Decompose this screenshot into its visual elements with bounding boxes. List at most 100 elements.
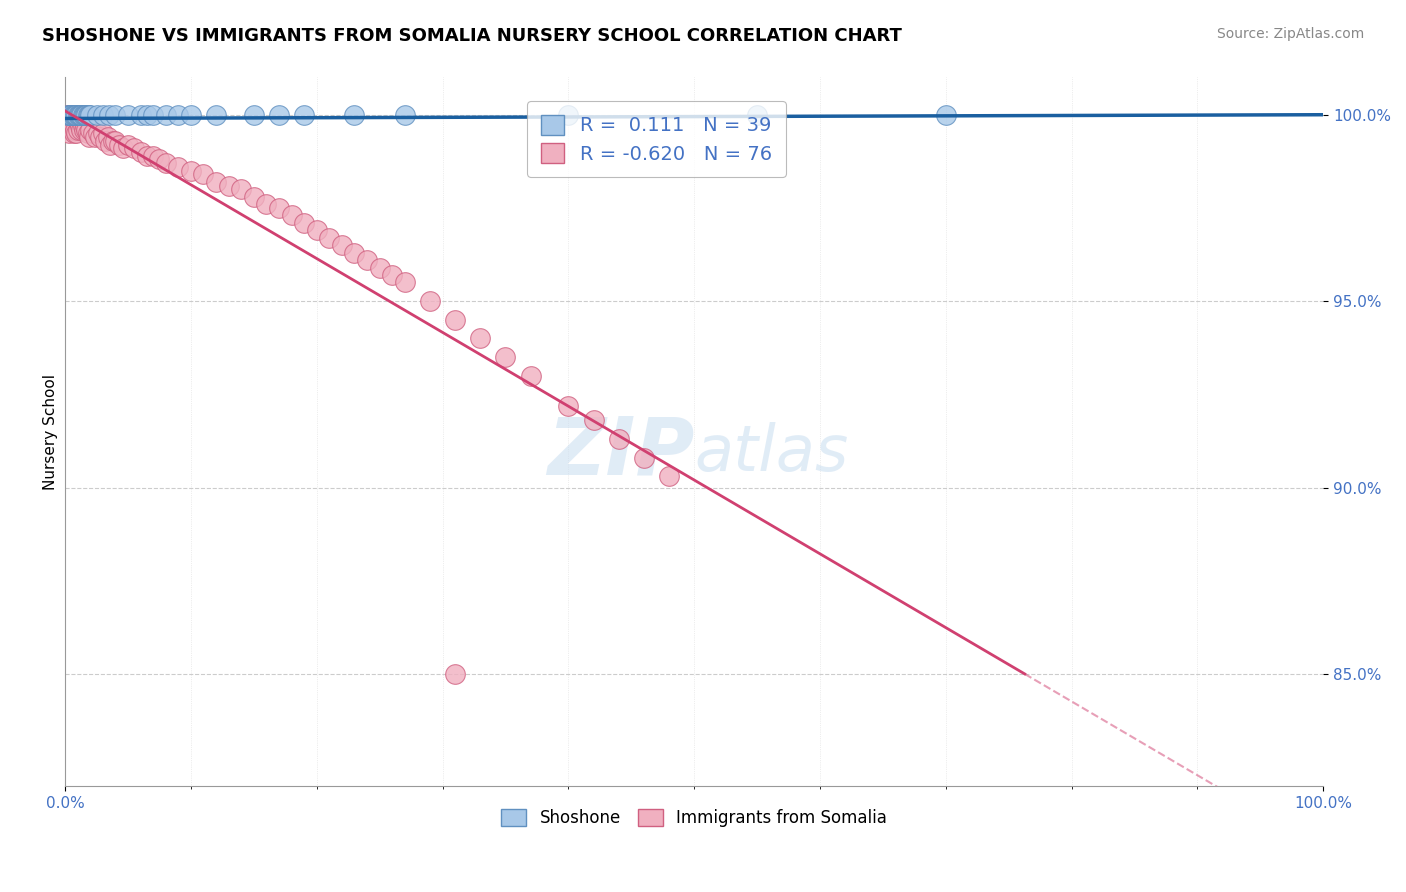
Point — [84, 130, 107, 145]
Point — [69, 108, 91, 122]
Point — [193, 167, 215, 181]
Point — [62, 108, 84, 122]
Point — [66, 108, 89, 122]
Point — [231, 182, 253, 196]
Point — [745, 108, 768, 122]
Point — [330, 238, 353, 252]
Point — [243, 108, 266, 122]
Point — [63, 108, 86, 122]
Point — [111, 141, 134, 155]
Point — [76, 108, 98, 122]
Point — [97, 130, 120, 145]
Point — [79, 122, 101, 136]
Point — [633, 450, 655, 465]
Text: ZIP: ZIP — [547, 414, 695, 491]
Point — [56, 108, 79, 122]
Point — [56, 108, 79, 122]
Point — [135, 149, 157, 163]
Point — [63, 122, 86, 136]
Point — [89, 130, 111, 145]
Point — [63, 108, 86, 122]
Point — [117, 137, 139, 152]
Point — [470, 331, 492, 345]
Point — [135, 108, 157, 122]
Point — [292, 216, 315, 230]
Point — [243, 190, 266, 204]
Point — [142, 149, 165, 163]
Point — [368, 260, 391, 275]
Legend: Shoshone, Immigrants from Somalia: Shoshone, Immigrants from Somalia — [495, 803, 894, 834]
Point — [280, 208, 302, 222]
Point — [94, 134, 117, 148]
Point — [58, 127, 80, 141]
Point — [218, 178, 240, 193]
Point — [343, 108, 366, 122]
Point — [98, 137, 121, 152]
Text: SHOSHONE VS IMMIGRANTS FROM SOMALIA NURSERY SCHOOL CORRELATION CHART: SHOSHONE VS IMMIGRANTS FROM SOMALIA NURS… — [42, 27, 903, 45]
Point — [91, 127, 114, 141]
Point — [67, 115, 90, 129]
Point — [582, 413, 605, 427]
Point — [292, 108, 315, 122]
Point — [142, 108, 165, 122]
Point — [66, 108, 89, 122]
Point — [65, 127, 87, 141]
Point — [305, 223, 328, 237]
Point — [79, 108, 101, 122]
Point — [935, 108, 957, 122]
Point — [101, 134, 124, 148]
Point — [59, 115, 82, 129]
Point — [73, 108, 96, 122]
Point — [205, 108, 228, 122]
Point — [254, 197, 277, 211]
Point — [87, 127, 110, 141]
Point — [519, 368, 541, 383]
Point — [66, 122, 89, 136]
Point — [91, 108, 114, 122]
Point — [267, 108, 290, 122]
Point — [70, 108, 93, 122]
Point — [444, 667, 467, 681]
Text: atlas: atlas — [695, 422, 848, 483]
Point — [607, 432, 630, 446]
Point — [75, 119, 97, 133]
Point — [394, 108, 416, 122]
Point — [122, 141, 145, 155]
Point — [394, 276, 416, 290]
Point — [180, 108, 202, 122]
Point — [58, 108, 80, 122]
Point — [73, 122, 96, 136]
Point — [343, 245, 366, 260]
Point — [65, 112, 87, 126]
Point — [167, 108, 190, 122]
Point — [67, 108, 90, 122]
Y-axis label: Nursery School: Nursery School — [44, 374, 58, 490]
Point — [60, 108, 83, 122]
Point — [59, 108, 82, 122]
Point — [356, 253, 378, 268]
Point — [98, 108, 121, 122]
Point — [75, 108, 97, 122]
Point — [167, 160, 190, 174]
Point — [494, 350, 516, 364]
Point — [104, 134, 127, 148]
Point — [557, 399, 579, 413]
Point — [318, 231, 340, 245]
Point — [63, 112, 86, 126]
Point — [62, 122, 84, 136]
Point — [658, 469, 681, 483]
Text: Source: ZipAtlas.com: Source: ZipAtlas.com — [1216, 27, 1364, 41]
Point — [63, 127, 86, 141]
Point — [72, 108, 94, 122]
Point — [60, 119, 83, 133]
Point — [77, 130, 100, 145]
Point — [75, 122, 97, 136]
Point — [86, 108, 108, 122]
Point — [58, 108, 80, 122]
Point — [381, 268, 404, 282]
Point — [557, 108, 579, 122]
Point — [205, 175, 228, 189]
Point — [65, 108, 87, 122]
Point — [75, 108, 97, 122]
Point — [148, 153, 170, 167]
